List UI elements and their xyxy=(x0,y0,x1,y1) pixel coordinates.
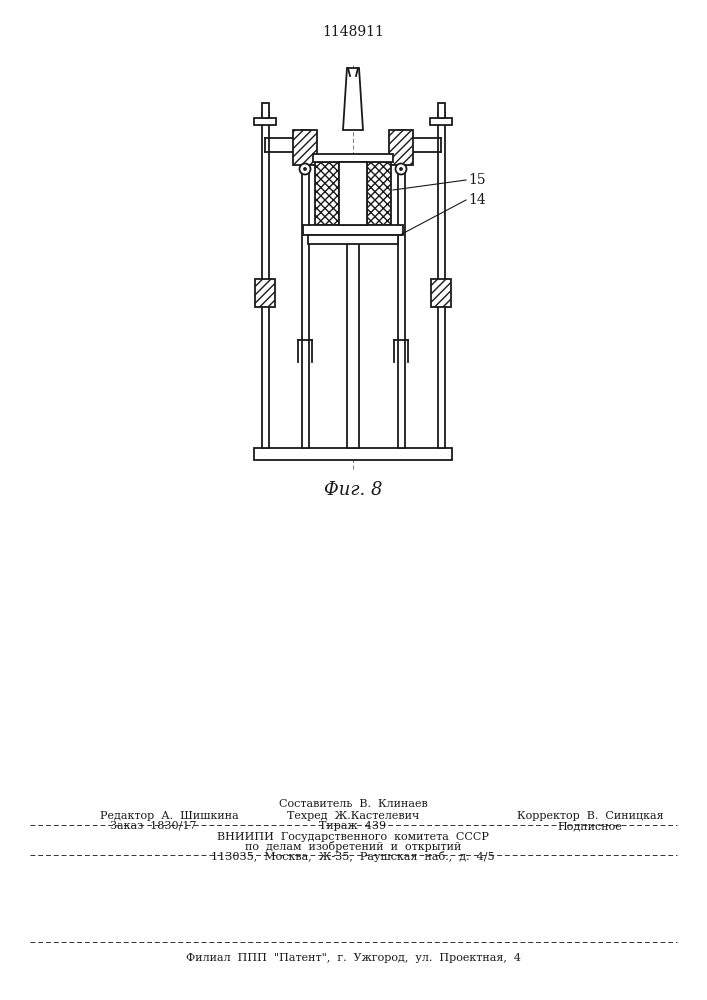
Text: 113035,  Москва,  Ж-35,  Раушская  наб.,  д.  4/5: 113035, Москва, Ж-35, Раушская наб., д. … xyxy=(211,852,495,862)
Bar xyxy=(339,162,367,225)
Text: 15: 15 xyxy=(468,173,486,187)
Text: 1148911: 1148911 xyxy=(322,25,384,39)
Text: Филиал  ППП  "Патент",  г.  Ужгород,  ул.  Проектная,  4: Филиал ППП "Патент", г. Ужгород, ул. Про… xyxy=(185,953,520,963)
Circle shape xyxy=(395,163,407,174)
Bar xyxy=(315,162,339,225)
Bar xyxy=(389,130,413,165)
Bar xyxy=(431,279,451,307)
Bar xyxy=(397,130,404,448)
Text: Φиг. 8: Φиг. 8 xyxy=(324,481,382,499)
Text: Тираж  439: Тираж 439 xyxy=(320,821,387,831)
Text: Составитель  В.  Клинаев: Составитель В. Клинаев xyxy=(279,799,427,809)
Bar xyxy=(293,130,317,165)
Bar xyxy=(255,279,275,307)
Bar xyxy=(262,103,269,118)
Text: ВНИИПИ  Государственного  комитета  СССР: ВНИИПИ Государственного комитета СССР xyxy=(217,832,489,842)
Bar xyxy=(367,162,391,225)
Text: Заказ  1830/17: Заказ 1830/17 xyxy=(110,821,197,831)
Bar xyxy=(254,118,276,125)
Bar xyxy=(430,118,452,125)
Text: Корректор  В.  Синицкая: Корректор В. Синицкая xyxy=(517,811,663,821)
Bar xyxy=(308,235,398,244)
Circle shape xyxy=(399,168,402,170)
Bar xyxy=(313,154,393,162)
Circle shape xyxy=(300,163,310,174)
Text: Подписное: Подписное xyxy=(558,821,622,831)
Bar xyxy=(254,448,452,460)
Text: по  делам  изобретений  и  открытий: по делам изобретений и открытий xyxy=(245,842,461,852)
Circle shape xyxy=(304,168,306,170)
Bar xyxy=(438,112,445,448)
Polygon shape xyxy=(343,68,363,130)
Bar xyxy=(347,225,359,448)
Bar xyxy=(303,225,403,235)
Text: Редактор  А.  Шишкина: Редактор А. Шишкина xyxy=(100,811,239,821)
Bar xyxy=(301,130,308,448)
Text: Техред  Ж.Кастелевич: Техред Ж.Кастелевич xyxy=(287,811,419,821)
Bar xyxy=(262,112,269,448)
Bar xyxy=(438,103,445,118)
Text: 14: 14 xyxy=(468,193,486,207)
